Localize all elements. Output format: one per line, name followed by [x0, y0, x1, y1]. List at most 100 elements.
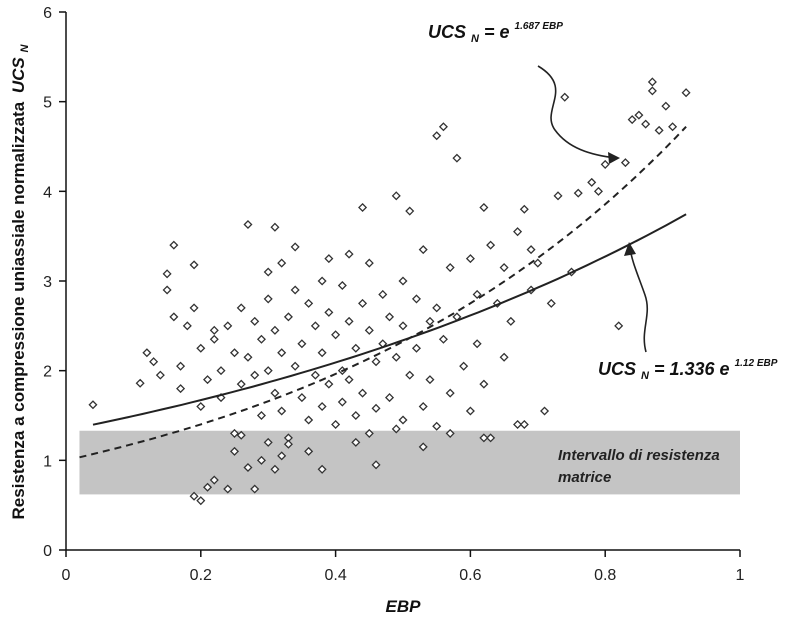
data-point — [432, 421, 442, 431]
data-point — [465, 406, 475, 416]
data-point — [445, 388, 455, 398]
data-point — [411, 343, 421, 353]
x-tick-label: 0 — [62, 567, 71, 584]
data-point — [385, 393, 395, 403]
data-point — [641, 119, 651, 129]
data-point — [654, 125, 664, 135]
data-point — [290, 361, 300, 371]
data-point — [250, 316, 260, 326]
data-point — [681, 88, 691, 98]
data-point — [358, 388, 368, 398]
y-tick-label: 4 — [43, 184, 52, 201]
data-point — [351, 343, 361, 353]
data-point — [492, 298, 502, 308]
data-point — [445, 263, 455, 273]
data-point — [189, 303, 199, 313]
data-point — [405, 206, 415, 216]
data-point — [519, 419, 529, 429]
y-tick-label: 5 — [43, 95, 52, 112]
eq1-exponent: 1.687 EBP — [515, 21, 564, 32]
data-point — [661, 101, 671, 111]
data-point — [297, 339, 307, 349]
data-point — [472, 339, 482, 349]
data-point — [243, 462, 253, 473]
data-point — [432, 303, 442, 313]
data-point — [627, 115, 637, 125]
data-point — [540, 406, 550, 416]
data-point — [270, 388, 280, 398]
data-point — [337, 280, 347, 291]
data-point — [263, 294, 273, 304]
y-tick-label: 2 — [43, 364, 52, 381]
data-point — [324, 379, 334, 389]
data-point — [445, 428, 455, 438]
data-point — [310, 321, 320, 331]
data-point — [513, 227, 523, 237]
x-tick-label: 1 — [736, 567, 745, 584]
equation-solid-curve: UCS N = 1.336 e 1.12 EBP — [598, 358, 778, 383]
fit-curve-solid — [92, 213, 687, 426]
data-point — [438, 334, 448, 344]
data-point — [364, 428, 374, 438]
data-point — [270, 325, 280, 335]
data-point — [176, 384, 186, 394]
data-point — [297, 393, 307, 403]
y-tick-label: 1 — [43, 453, 52, 470]
data-point — [668, 122, 678, 132]
y-tick-label: 0 — [43, 543, 52, 560]
data-point — [317, 276, 327, 286]
data-point — [317, 402, 327, 412]
data-point — [371, 460, 381, 470]
y-axis-title: Resistenza a compressione uniassiale nor… — [9, 43, 31, 519]
y-axis-title-subscript: N — [19, 43, 31, 52]
data-points — [88, 77, 691, 506]
arrowhead-dashed — [608, 152, 620, 164]
eq1-symbol: UCS — [428, 22, 466, 42]
data-point — [344, 375, 354, 385]
data-point — [405, 370, 415, 380]
data-point — [479, 202, 489, 212]
arrowhead-solid — [624, 242, 636, 256]
eq2-subscript: N — [641, 370, 650, 382]
data-point — [634, 110, 644, 120]
data-point — [378, 289, 388, 299]
data-point — [155, 370, 165, 380]
data-point — [229, 348, 240, 358]
data-point — [459, 361, 469, 371]
data-point — [344, 249, 354, 259]
x-axis-title: EBP — [386, 597, 422, 616]
data-point — [371, 357, 381, 367]
data-point — [331, 330, 341, 340]
data-point — [398, 415, 408, 425]
data-point — [236, 379, 246, 389]
data-point — [418, 442, 428, 452]
data-point — [196, 402, 206, 412]
y-axis-title-symbol: UCS — [9, 57, 28, 94]
data-point — [438, 122, 448, 132]
data-point — [546, 298, 556, 308]
arrow-to-dashed-curve — [537, 65, 617, 159]
data-point — [277, 451, 287, 461]
data-point — [250, 370, 260, 380]
data-point — [573, 188, 583, 198]
data-point — [304, 415, 314, 425]
data-point — [358, 202, 368, 212]
data-point — [277, 258, 287, 268]
data-point — [479, 379, 489, 389]
data-point — [647, 77, 657, 87]
x-tick-label: 0.8 — [594, 567, 616, 584]
data-point — [425, 375, 435, 385]
data-point — [499, 263, 509, 273]
data-point — [236, 303, 246, 313]
data-point — [256, 410, 266, 421]
y-ticks: 0 1 2 3 4 5 6 — [43, 5, 66, 560]
eq1-subscript: N — [471, 33, 480, 45]
data-point — [351, 410, 361, 421]
data-point — [317, 464, 327, 474]
data-point — [243, 352, 253, 362]
data-point — [196, 343, 206, 353]
data-point — [169, 240, 179, 250]
data-point — [553, 191, 563, 201]
data-point — [364, 325, 374, 335]
annotation-arrows — [537, 65, 649, 353]
